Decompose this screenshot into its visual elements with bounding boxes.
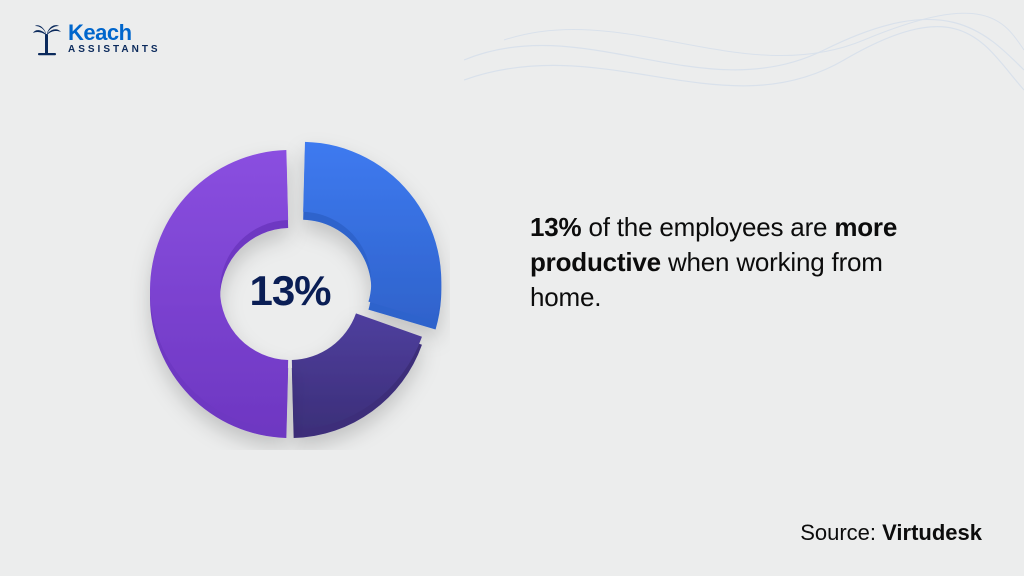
donut-center-label: 13%	[249, 267, 330, 315]
logo-brand-name: Keach	[68, 22, 161, 44]
infographic-canvas: Keach ASSISTANTS 13% 13% of the employee…	[0, 0, 1024, 576]
source-name: Virtudesk	[882, 520, 982, 545]
brand-logo: Keach ASSISTANTS	[32, 20, 161, 56]
donut-slice-dark-purple	[292, 313, 422, 438]
source-label: Source:	[800, 520, 882, 545]
logo-subtitle: ASSISTANTS	[68, 45, 161, 55]
statistic-statement: 13% of the employees are more productive…	[530, 210, 960, 315]
donut-chart: 13%	[130, 130, 450, 450]
source-attribution: Source: Virtudesk	[800, 520, 982, 546]
palm-tree-icon	[32, 20, 62, 56]
logo-text: Keach ASSISTANTS	[68, 22, 161, 55]
wave-decoration	[464, 0, 1024, 140]
